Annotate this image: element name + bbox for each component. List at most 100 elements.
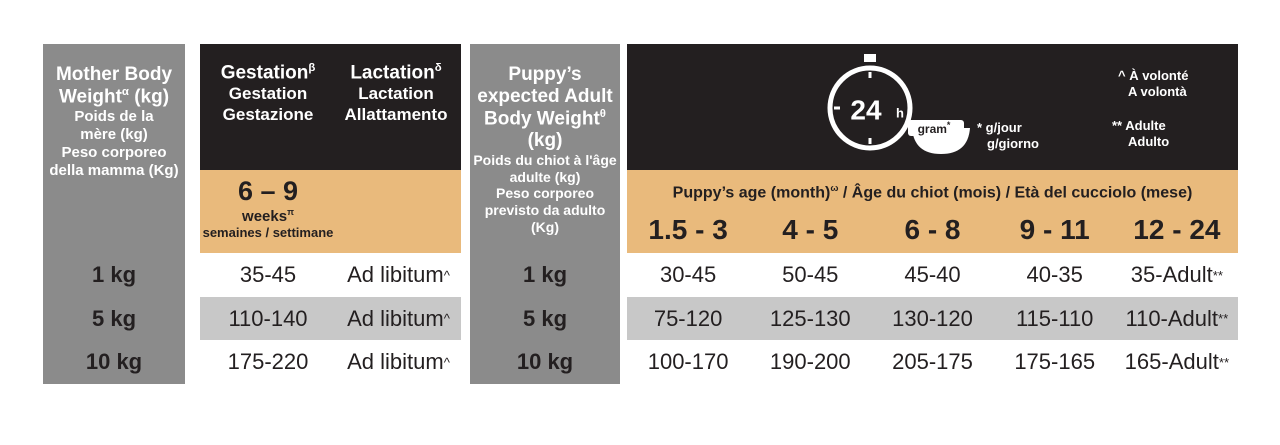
header-bg [200,44,461,170]
unit: (kg) [134,86,170,108]
clock-icon: 24 h gram* [827,54,970,154]
lactation-value: Ad libitum ^ [336,253,461,297]
weight: 5 kg [522,305,568,331]
lactation-value: Ad libitum ^ [336,340,461,384]
sup: β [308,62,316,74]
line: g/giorno [987,136,1039,152]
title: Mother Body Weight [55,64,173,108]
amount: 125-130 [749,297,871,340]
puppy-header: Puppy’s expected Adult Body Weightθ (kg)… [470,64,620,236]
note-per-day: * g/jour g/giorno [977,120,1039,153]
title-it: Peso corporeo previsto da adulto (Kg) [484,185,606,235]
age-range: 4 - 5 [782,214,839,245]
mother-column [43,44,185,384]
text: 30-45 [659,262,717,287]
weight: 10 kg [516,349,574,374]
amount: 205-175 [871,340,993,384]
gestation-value: 35-45 [239,262,297,287]
it: Allattamento [344,104,448,124]
mother-header: Mother Body Weightα (kg) Poids de la mèr… [43,64,185,180]
sup: θ [599,107,606,120]
text: 100-170 [647,349,729,374]
line: Adulto [1128,134,1170,150]
gestation-header: Gestationβ Gestation Gestazione [200,62,336,125]
text: 165-Adult [1124,349,1219,374]
note-adult: ** Adulte Adulto [1112,118,1169,151]
unit: (kg) [527,129,563,151]
label: Lactation [350,62,435,84]
amount: 165-Adult ** [1116,340,1238,384]
clock [827,65,913,151]
fr: Âge du chiot (mois) [851,184,1002,202]
gestation-period: 6 – 9 weeksπ semaines / settimane [200,176,336,240]
sup: δ [434,62,442,74]
amount: 100-170 [627,340,749,384]
text: 75-120 [653,305,723,331]
title-fr: Poids du chiot à l'âge adulte (kg) [473,151,617,185]
text: Ad libitum [347,349,444,374]
line: ^ À volonté [1118,68,1189,83]
sup: ** [1218,354,1230,370]
gestation-value: 110-140 [228,305,308,331]
line: A volontà [1128,84,1187,100]
sup: ^ [443,354,450,370]
amount: 175-165 [994,340,1116,384]
amount: 45-40 [871,253,993,297]
amount: 30-45 [627,253,749,297]
sup: ω [830,183,839,194]
lactation-value: Ad libitum ^ [336,297,461,340]
text: Ad libitum [347,262,444,287]
bowl-label: gram* [918,120,951,136]
en: Puppy’s age (month) [672,184,831,202]
tan-band [627,170,1238,253]
sup: ** [1218,311,1229,326]
text: 175-165 [1014,349,1096,374]
separator: / [1005,184,1011,202]
amount: 40-35 [994,253,1116,297]
text: Ad libitum [347,305,444,331]
range: 6 – 9 [237,176,299,206]
text: 130-120 [892,305,973,331]
amount: 130-120 [871,297,993,340]
title-it: Peso corporeo della mamma (Kg) [49,144,179,180]
text: 35-Adult [1130,262,1213,287]
separator: / [842,184,848,202]
clock-label: 24 [850,94,882,125]
text: 115-110 [1015,305,1094,331]
row-bg [200,297,461,340]
age-range: 9 - 11 [1019,214,1090,245]
weight: 1 kg [522,262,568,287]
sup: ^ [443,267,450,283]
text: 110-Adult [1125,305,1219,331]
weight: 5 kg [91,305,137,331]
note-ad-libitum: ^ À volonté A volontà [1118,68,1188,101]
amount: 35-Adult ** [1116,253,1238,297]
label: Gestation [220,62,309,84]
fr: Gestation [228,84,308,104]
sup: ^ [443,311,450,326]
row-bg [627,297,1238,340]
lactation-header: Lactationδ Lactation Allattamento [336,62,456,125]
fr-it: semaines / settimane [202,225,334,240]
line: ** Adulte [1112,118,1166,133]
it: Età del cucciolo (mese) [1014,184,1193,202]
unit: weeks [242,208,288,225]
age-range: 12 - 24 [1133,214,1221,245]
weight: 10 kg [85,349,143,374]
sup: ** [1212,267,1223,283]
amount: 75-120 [627,297,749,340]
age-range: 6 - 8 [904,214,961,245]
age-header: Puppy’s age (month)ω / Âge du chiot (moi… [627,183,1238,202]
fr: Lactation [358,84,434,104]
sup: α [121,85,129,98]
text: 190-200 [769,349,851,374]
tan-band [200,170,461,253]
sup: π [287,207,294,217]
gestation-value: 175-220 [227,349,309,374]
text: 45-40 [904,262,961,287]
title-fr: Poids de la mère (kg) [74,108,154,144]
text: 40-35 [1026,262,1083,287]
bowl-sup: * [947,120,951,130]
puppy-column [470,44,620,384]
